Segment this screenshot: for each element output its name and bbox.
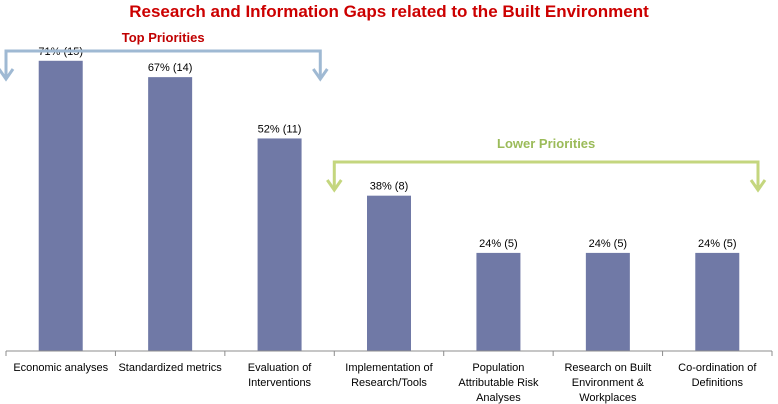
arrow-down-icon [0, 68, 15, 82]
bars-group [38, 60, 740, 351]
bar [38, 60, 83, 351]
category-label: Environment & [572, 377, 645, 389]
bar-value-label: 24% (5) [698, 238, 737, 250]
value-labels-group: 71% (15)67% (14)52% (11)38% (8)24% (5) 24… [38, 46, 736, 250]
bar-value-label: 52% (11) [258, 123, 302, 135]
category-label: Research on Built [564, 362, 651, 374]
category-label: Interventions [248, 377, 311, 389]
bracket-line [4, 49, 322, 77]
bracket-line [332, 160, 760, 188]
arrow-down-icon [312, 68, 329, 82]
arrow-down-icon [749, 179, 767, 193]
priority-label: Top Priorities [122, 30, 205, 45]
category-label: Attributable Risk [458, 377, 539, 389]
category-label: Implementation of [345, 362, 433, 374]
chart-title: Research and Information Gaps related to… [129, 2, 649, 21]
bar [148, 77, 193, 351]
bar [585, 252, 630, 351]
priority-bracket: Top Priorities [0, 30, 329, 82]
category-labels-group: Economic analyses Standardized metrics Eva… [13, 362, 757, 404]
category-label: Workplaces [579, 392, 637, 404]
x-axis [5, 350, 773, 356]
category-label: Standardized metrics [118, 362, 222, 374]
priority-bracket: Lower Priorities [326, 136, 767, 193]
category-label: Economic analyses [13, 362, 108, 374]
bar [367, 195, 411, 351]
category-label: Co-ordination of [678, 362, 757, 374]
arrow-down-icon [326, 179, 343, 193]
category-label: Population [472, 362, 524, 374]
category-label: Research/Tools [351, 377, 427, 389]
bar-value-label: 24% (5) [589, 238, 628, 250]
category-label: Analyses [476, 392, 521, 404]
bar-value-label: 24% (5) [479, 238, 518, 250]
bar [257, 138, 302, 351]
category-label: Evaluation of [248, 362, 313, 374]
category-label: Definitions [692, 377, 744, 389]
bar-value-label: 38% (8) [370, 181, 409, 193]
bar [476, 252, 521, 351]
priority-label: Lower Priorities [497, 136, 595, 151]
bar [695, 252, 740, 351]
priority-brackets: Top Priorities Lower Priorities [0, 30, 767, 193]
bar-value-label: 67% (14) [148, 62, 193, 74]
